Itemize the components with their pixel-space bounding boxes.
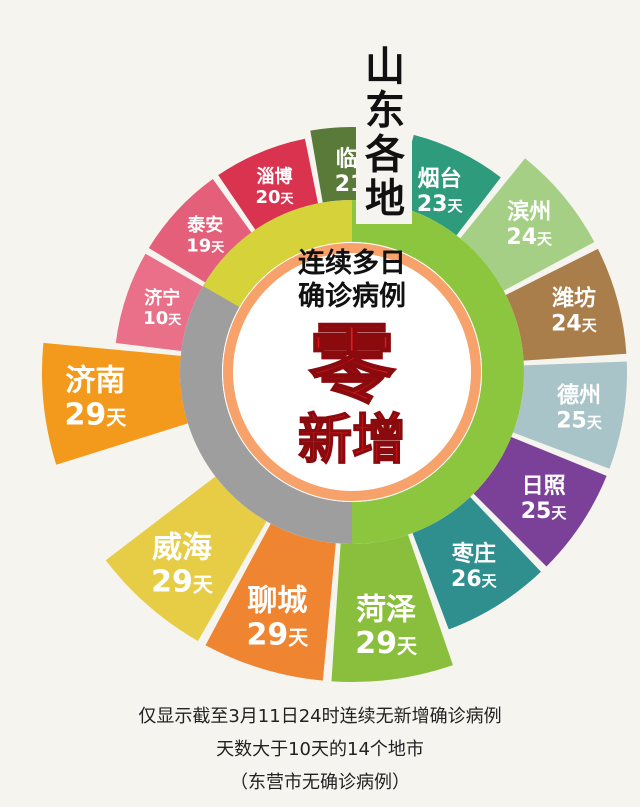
footnote-line2: 天数大于10天的14个地市 xyxy=(216,739,424,760)
segment-value-烟台: 23天 xyxy=(417,192,464,217)
segment-泰安 xyxy=(148,178,252,283)
segment-value-威海: 29天 xyxy=(151,565,214,600)
segment-value-济南: 29天 xyxy=(65,397,128,432)
inner-ring-orange xyxy=(223,243,481,501)
segment-滨州 xyxy=(460,158,595,291)
center-line2: 确诊病例 xyxy=(298,280,406,312)
footnote-line1: 仅显示截至3月11日24时连续无新增确诊病例 xyxy=(138,706,502,727)
segment-value-济宁: 10天 xyxy=(143,308,182,329)
segment-label-菏泽: 菏泽 xyxy=(356,592,416,627)
segment-威海 xyxy=(105,476,267,642)
segment-label-德州: 德州 xyxy=(557,383,601,409)
center-big1: 零 xyxy=(309,315,396,415)
segment-label-泰安: 泰安 xyxy=(186,214,223,236)
segment-菏泽 xyxy=(331,534,453,682)
segment-label-枣庄: 枣庄 xyxy=(451,541,496,567)
segment-value-日照: 25天 xyxy=(521,499,568,524)
title-char: 山 xyxy=(365,44,405,90)
segment-label-聊城: 聊城 xyxy=(247,584,307,619)
segment-value-德州: 25天 xyxy=(556,408,603,433)
segment-value-滨州: 24天 xyxy=(506,225,553,250)
segment-value-枣庄: 26天 xyxy=(451,567,498,592)
segment-label-淄博: 淄博 xyxy=(256,166,292,188)
segment-labels: 济南29天济宁10天泰安19天淄博20天临沂21天烟台23天滨州24天潍坊24天… xyxy=(65,146,603,661)
segment-济南 xyxy=(41,342,188,465)
segment-value-淄博: 20天 xyxy=(255,187,294,208)
segment-value-潍坊: 24天 xyxy=(551,311,598,336)
inner-ring xyxy=(179,200,524,545)
segments xyxy=(41,126,627,682)
segment-value-泰安: 19天 xyxy=(186,235,225,256)
segment-烟台 xyxy=(395,134,501,236)
inner-ring-yellow xyxy=(203,200,352,307)
center-line1: 连续多日 xyxy=(298,247,406,279)
segment-德州 xyxy=(513,361,627,469)
footnote-line3: （东营市无确诊病例） xyxy=(230,772,410,793)
footnote: 仅显示截至3月11日24时连续无新增确诊病例 天数大于10天的14个地市 （东营… xyxy=(0,700,640,799)
segment-日照 xyxy=(473,436,607,567)
segment-枣庄 xyxy=(412,496,541,630)
title-char: 地 xyxy=(365,176,405,222)
segment-淄博 xyxy=(218,138,319,230)
center-big2: 新增 xyxy=(298,408,406,471)
segment-label-济宁: 济宁 xyxy=(144,287,180,309)
inner-ring-green xyxy=(352,200,524,544)
segment-label-潍坊: 潍坊 xyxy=(552,286,596,312)
segment-label-滨州: 滨州 xyxy=(507,199,551,225)
inner-ring-center xyxy=(234,254,470,490)
title-background xyxy=(356,38,412,224)
segment-label-日照: 日照 xyxy=(522,474,566,499)
segment-label-烟台: 烟台 xyxy=(418,166,462,192)
segment-value-菏泽: 29天 xyxy=(355,626,418,661)
segment-label-济南: 济南 xyxy=(65,364,125,399)
title-char: 各 xyxy=(365,132,406,178)
segment-label-威海: 威海 xyxy=(152,531,212,566)
radial-chart: 济南29天济宁10天泰安19天淄博20天临沂21天烟台23天滨州24天潍坊24天… xyxy=(41,38,627,682)
segment-潍坊 xyxy=(505,248,627,361)
segment-value-聊城: 29天 xyxy=(247,617,310,652)
segment-济宁 xyxy=(115,253,203,352)
title-char: 东 xyxy=(365,88,405,134)
segment-聊城 xyxy=(205,523,336,681)
